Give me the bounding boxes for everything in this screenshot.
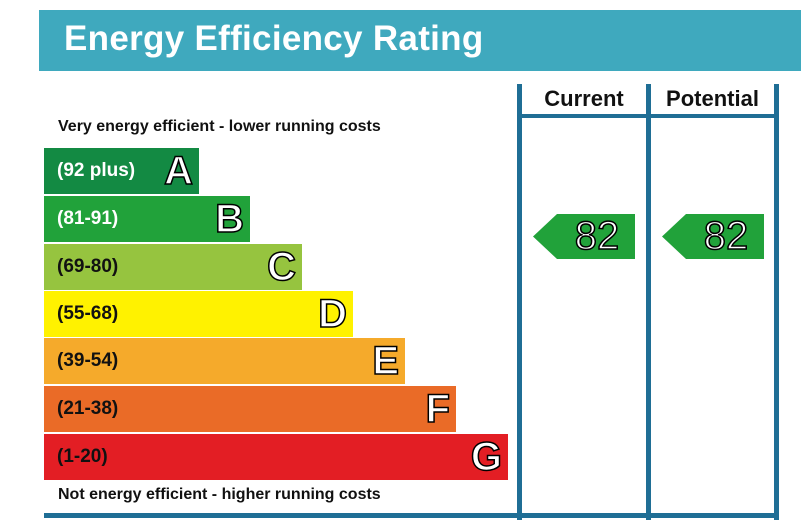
band-letter: A [163,148,193,194]
band-range: (39-54) [57,350,119,371]
current-column-header: Current [544,86,624,111]
band-c: (69-80) C [44,244,302,290]
band-d: (55-68) D [44,291,353,337]
band-e: (39-54) E [44,338,405,384]
band-range: (55-68) [57,303,119,324]
divider-left [517,84,522,520]
potential-arrow-shape [662,214,764,259]
band-letter: F [425,386,451,432]
band-range: (69-80) [57,256,119,277]
bottom-rule [44,513,779,518]
band-letter: D [317,291,347,337]
band-range: (21-38) [57,398,119,419]
band-letter: G [470,434,503,480]
band-f: (21-38) F [44,386,456,432]
divider-middle [646,84,651,520]
band-letter: C [266,244,296,290]
band-range: (1-20) [57,446,108,467]
column-header-rule [517,114,779,118]
potential-column-header: Potential [666,86,759,111]
potential-rating-value: 82 [703,213,749,259]
band-a: (92 plus) A [44,148,199,194]
page-title: Energy Efficiency Rating [64,19,484,58]
current-rating-value: 82 [574,213,620,259]
top-note: Very energy efficient - lower running co… [58,118,381,135]
current-arrow-shape [533,214,635,259]
band-range: (92 plus) [57,160,136,181]
potential-rating-arrow: 82 [662,213,764,259]
band-range: (81-91) [57,208,119,229]
band-letter: B [214,196,244,242]
header-banner: Energy Efficiency Rating [39,10,801,71]
current-rating-arrow: 82 [533,213,635,259]
band-letter: E [372,338,400,384]
band-g: (1-20) G [44,434,508,480]
bottom-note: Not energy efficient - higher running co… [58,486,381,503]
band-b: (81-91) B [44,196,250,242]
divider-right [774,84,779,520]
